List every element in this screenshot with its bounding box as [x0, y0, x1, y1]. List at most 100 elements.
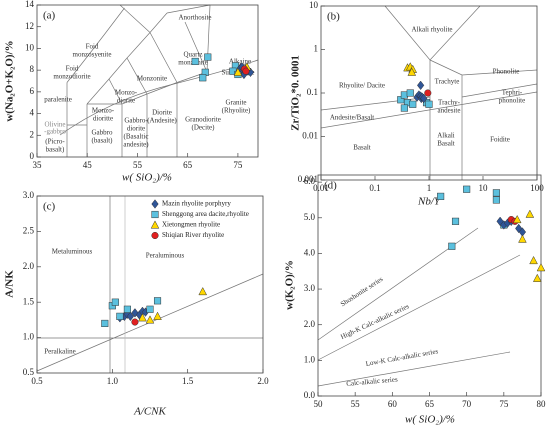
- boundaries-b: [320, 5, 538, 180]
- marker: [420, 93, 428, 104]
- x-axis-label: w( SiO₂)/%: [405, 414, 455, 426]
- marker: [492, 196, 500, 204]
- marker: [199, 74, 207, 82]
- marker: [101, 319, 109, 327]
- field-label: (Rhyolite): [222, 107, 251, 115]
- field-label: (Picro-: [45, 138, 65, 146]
- field-label: andesite: [438, 107, 461, 115]
- plot-frame: [36, 4, 259, 158]
- y-tick-label: 1.5: [23, 296, 35, 306]
- marker: [153, 297, 162, 305]
- field-label: Olivine: [45, 121, 66, 129]
- panel-label: (d): [324, 180, 337, 192]
- field-line: [66, 4, 211, 157]
- y-tick-label: 8: [30, 64, 35, 74]
- marker: [151, 199, 159, 209]
- field-label: Foid: [66, 65, 79, 73]
- field-line: [320, 5, 538, 180]
- field-label: Metaluminous: [52, 248, 93, 256]
- x-tick-label: 0.01: [313, 183, 329, 193]
- legend-entry: Mazin rhyolite porphyry: [151, 199, 231, 209]
- field-label: (basalt): [92, 137, 114, 145]
- x-axis-label: w( SiO₂)/%: [122, 172, 172, 184]
- marker: [126, 311, 135, 322]
- boundaries-c: [36, 196, 264, 373]
- legend-entry: Xietongmen rhyolite: [150, 220, 220, 229]
- y-tick-label: 0.0: [304, 390, 316, 400]
- field-label: Peraluminous: [146, 252, 185, 260]
- marker: [151, 210, 159, 219]
- field-label: Phonolite: [493, 68, 520, 76]
- series-line: [317, 227, 521, 387]
- field-label: monzodiorite: [53, 73, 90, 81]
- x-tick-label: 0.1: [369, 183, 380, 193]
- field-label: Gabbro: [92, 129, 113, 137]
- y-tick-label: 1.0: [23, 332, 35, 342]
- field-label: Trachyte: [435, 78, 460, 86]
- x-tick-label: 60: [388, 399, 398, 409]
- y-tick-label: 1.0: [304, 354, 316, 364]
- marker: [145, 315, 155, 324]
- legend-entry: Shenggong area dacite,rhyolite: [151, 210, 249, 219]
- marker: [407, 67, 417, 76]
- marker: [448, 242, 456, 250]
- field-label: Basalt: [437, 140, 455, 148]
- x-axis-label: Nb/Y: [417, 196, 442, 208]
- marker: [536, 263, 546, 272]
- legend-entry: Shiqian River rhyolite: [151, 231, 224, 240]
- marker: [518, 234, 527, 243]
- field-label: High-K Calc-alkalic series: [339, 302, 410, 341]
- field-label: Anorthosite: [178, 14, 211, 22]
- x-tick-label: 0.5: [31, 376, 43, 386]
- y-tick-label: 0.01: [302, 131, 318, 141]
- legend-label: Shiqian River rhyolite: [162, 231, 224, 239]
- field-label: Diorite: [152, 109, 172, 117]
- field-label: Trachy-: [438, 99, 461, 107]
- y-tick-label: 10: [309, 0, 319, 10]
- x-axis-label: A/CNK: [133, 406, 166, 418]
- marker: [153, 311, 162, 320]
- field-label: phonolite: [499, 97, 525, 105]
- marker: [496, 216, 504, 227]
- marker: [532, 273, 542, 282]
- field-line: [36, 196, 264, 373]
- marker: [111, 298, 119, 306]
- field-label: Alkali: [437, 132, 455, 140]
- panel-label: (b): [327, 11, 340, 23]
- x-tick-label: 1: [427, 183, 432, 193]
- marker: [138, 313, 147, 322]
- y-tick-label: 2.0: [23, 261, 35, 271]
- marker: [191, 57, 199, 66]
- x-tick-label: 100: [530, 183, 544, 193]
- marker: [400, 91, 408, 99]
- y-tick-label: 3.0: [23, 190, 35, 200]
- field-label: Foidite: [490, 136, 510, 144]
- marker: [123, 305, 131, 313]
- y-tick-label: 0.1: [307, 87, 318, 97]
- field-label: Calc-alkalic series: [346, 375, 398, 387]
- x-tick-label: 55: [133, 160, 143, 170]
- legend-label: Shenggong area dacite,rhyolite: [162, 210, 249, 218]
- field-label: Monzo-: [92, 107, 115, 115]
- y-tick-label: 4.0: [304, 247, 316, 257]
- field-label: Basalt: [353, 144, 371, 152]
- marker: [525, 209, 535, 218]
- y-tick-label: 6: [30, 86, 35, 96]
- field-label: Quartz: [183, 51, 202, 59]
- y-tick-label: 14: [25, 0, 35, 9]
- y-tick-label: 0.001: [298, 174, 318, 184]
- field-label: andesite): [123, 141, 149, 149]
- field-label: Low-K Calc-alkalic series: [365, 347, 439, 368]
- marker: [131, 318, 139, 326]
- field-label: Gabbro-: [124, 117, 148, 125]
- field-label: dioritte: [93, 115, 113, 123]
- plot-frame: [36, 195, 264, 374]
- y-tick-label: 4: [30, 108, 35, 118]
- marker: [198, 286, 208, 296]
- y-axis-label: w(Na₂O+K₂O)/%: [4, 40, 16, 121]
- field-label: Monzo-: [115, 89, 138, 97]
- field-labels-c: Metaluminous Peraluminous Peralkaline: [44, 248, 184, 356]
- marker: [151, 231, 159, 240]
- field-label: Rhyolite/ Dacite: [339, 82, 385, 90]
